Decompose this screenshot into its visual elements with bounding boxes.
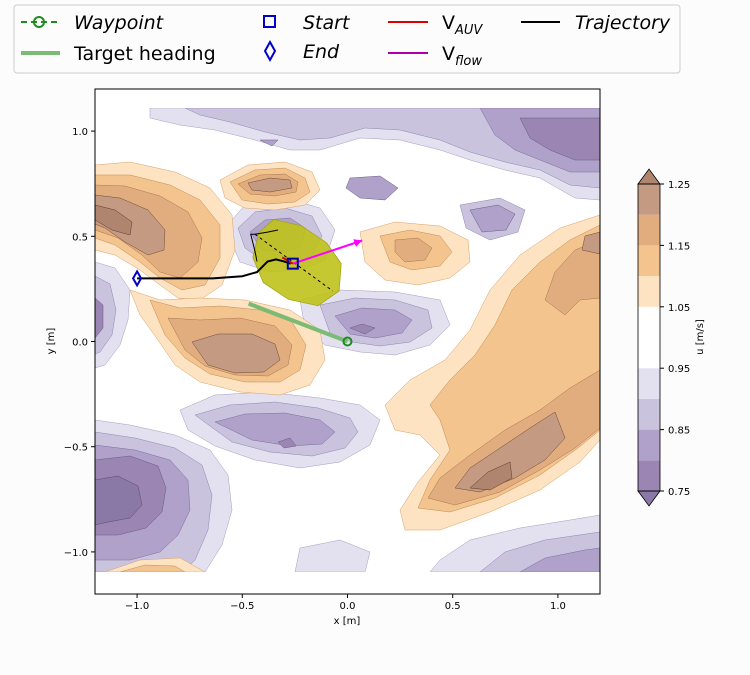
colorbar-extend-min [637,490,661,507]
legend-waypoint-label: Waypoint [74,12,165,34]
x-tick-label: 1.0 [550,601,566,612]
target-heading-line [247,301,349,344]
legend-frame [13,4,681,74]
trajectory-line [137,258,292,280]
legend-start: Start [263,12,351,34]
colorbar-segment [638,184,660,215]
colorbar-segment [638,214,660,246]
legend-trajectory: Trajectory [521,12,671,34]
colorbar-segment [638,460,660,491]
y-tick-label: 0.5 [72,232,88,243]
y-tick-label: −0.5 [64,443,88,454]
colorbar-segment [638,245,660,277]
colorbar-tick-label: 0.95 [668,364,690,375]
legend-waypoint: Waypoint [21,12,165,34]
waypoint-marker [342,336,353,347]
colorbar-segment [638,306,660,369]
legend-end-label: End [303,41,340,63]
v-flow-arrow-head [353,239,363,247]
contour-low-bottom-mid [294,539,371,572]
legend-v-flow: Vflow [388,43,482,69]
contours-high [95,161,600,572]
x-tick-label: 0.0 [340,601,356,612]
legend-v-flow-label: Vflow [442,43,482,69]
contour-low-waypoint-3 [349,323,376,335]
y-tick-label: −1.0 [64,548,88,559]
contour-low-blob-a [345,175,399,201]
colorbar-segment [638,398,660,430]
contour-low-bl-4 [95,475,143,526]
legend-waypoint-marker [33,16,45,28]
contour-low-blob-b2 [469,204,516,233]
y-tick-label: 1.0 [72,127,88,138]
contour-high-br-4 [454,411,566,493]
colorbar-tick-label: 1.25 [668,180,690,191]
x-axis-label: x [m] [334,616,361,627]
contour-high-rc-2 [394,237,433,263]
colorbar-label: u [m/s] [695,319,706,355]
contour-low-left-1 [95,275,117,355]
colorbar-segment [638,276,660,307]
contour-high-bottom-0 [104,557,206,572]
legend-start-label: Start [303,12,351,34]
contour-low-top-4 [259,139,279,147]
contour-field [95,108,600,572]
recent-trajectory-line [250,229,279,262]
colorbar-frame [637,183,661,492]
colorbar-tick-label: 0.75 [668,487,690,498]
contour-low-left-2 [95,297,104,339]
contour-low-center-3 [277,437,297,449]
contour-high-br-5 [469,461,513,491]
contour-low-br-2 [519,547,600,572]
legend-v-auv-sub: AUV [454,23,483,38]
legend-v-auv-main: V [442,12,455,34]
contour-high-left-4 [95,204,133,236]
x-tick-label: −0.5 [230,601,254,612]
axes: −1.0 −0.5 0.0 0.5 1.0 −1.0 −0.5 0.0 0.5 1.0 [64,127,566,612]
contour-low-center-2 [214,412,336,447]
legend-start-marker [263,15,276,28]
overlays [131,219,363,347]
y-axis-label: y [m] [46,328,57,355]
legend-v-auv-label: VAUV [442,12,483,38]
contour-high-br-2 [544,239,600,316]
legend-target-heading-label: Target heading [73,43,216,65]
end-marker [131,269,143,288]
legend-target-heading: Target heading [21,43,216,65]
contour-low-top-3 [519,117,600,161]
colorbar-segment [638,429,660,461]
colorbar-tick-label: 0.85 [668,426,690,437]
x-tick-label: −1.0 [125,601,149,612]
colorbar-segment [638,368,660,399]
x-tick-label: 0.5 [445,601,461,612]
legend-trajectory-label: Trajectory [575,12,671,34]
colorbar-extend-max [637,168,661,185]
legend: Waypoint Start VAUV Trajectory Target he… [13,4,681,74]
colorbar: 0.75 0.85 0.95 1.05 1.15 1.25 [637,168,690,507]
colorbar-tick-label: 1.15 [668,241,690,252]
legend-end: End [263,39,340,63]
contour-high-mid-3 [191,333,281,374]
contour-high-top-3 [247,177,293,193]
v-flow-arrow-shaft [292,239,363,265]
legend-v-flow-main: V [442,43,455,65]
start-marker [286,257,299,270]
colorbar-tick-label: 1.05 [668,303,690,314]
y-tick-label: 0.0 [72,338,88,349]
contour-high-bottom-1 [119,564,186,572]
contour-low-waypoint-2 [334,307,413,339]
legend-v-auv: VAUV [388,12,483,38]
legend-v-flow-sub: flow [455,54,482,69]
legend-end-marker [263,39,277,63]
contour-high-br-6 [581,231,600,255]
